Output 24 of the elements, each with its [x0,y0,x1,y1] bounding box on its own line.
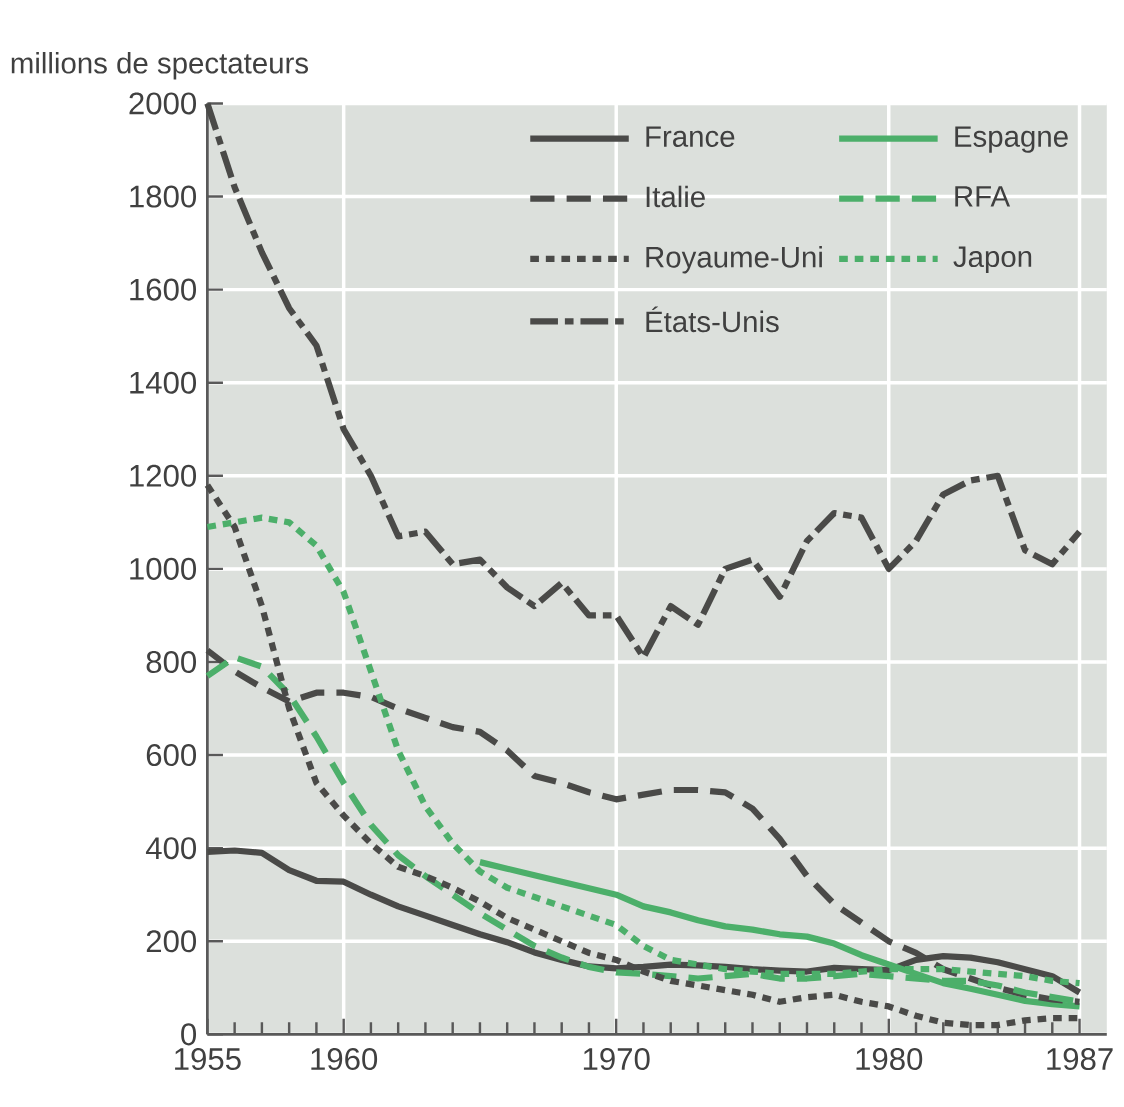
y-tick-label: 1400 [130,371,197,394]
x-tick-label: 1980 [856,1047,923,1070]
y-axis-title: millions de spectateurs [11,51,309,80]
y-tick-label: 400 [145,837,197,860]
y-tick-label: 1800 [130,185,197,208]
x-tick-label: 1970 [583,1047,650,1070]
legend-label: Espagne [955,126,1068,153]
y-tick-label: 1000 [130,557,197,580]
legend-label: Japon [953,246,1032,273]
x-tick-label: 1955 [175,1047,241,1070]
legend-label: RFA [955,186,1011,207]
y-tick-label: 2000 [129,92,197,115]
y-tick-label: 200 [146,930,197,953]
legend-label: Italie [646,185,705,208]
y-tick-label: 1600 [130,278,197,301]
y-tick-label: 800 [146,650,197,673]
legend-label: États-Unis [646,306,779,333]
x-tick-label: 1987 [1047,1047,1113,1070]
y-tick-label: 600 [146,743,197,766]
x-tick-label: 1960 [311,1047,378,1070]
legend-label: France [646,126,735,147]
y-tick-label: 1200 [130,464,197,487]
legend-label: Royaume-Uni [646,245,822,274]
y-tick-label: 0 [181,1023,197,1046]
